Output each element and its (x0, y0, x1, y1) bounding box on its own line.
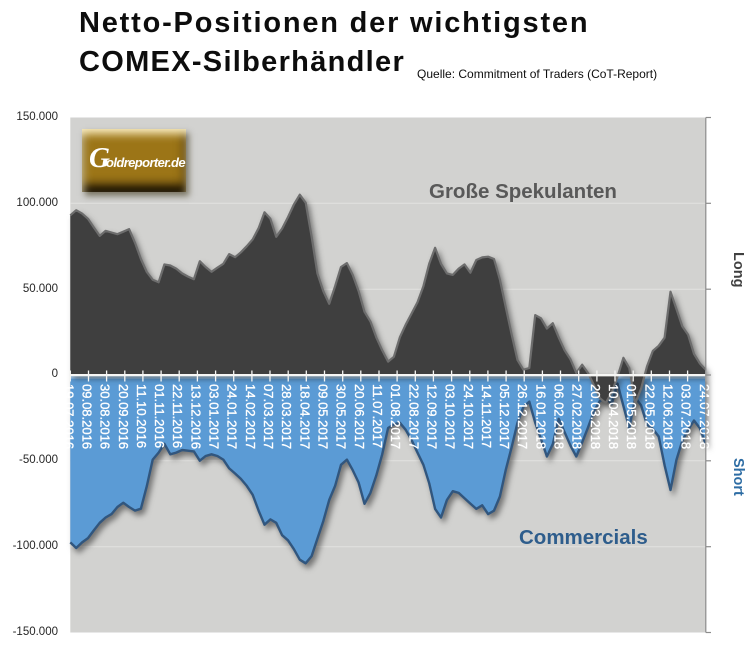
svg-text:14.11.2017: 14.11.2017 (479, 384, 494, 448)
svg-text:27.02.2018: 27.02.2018 (570, 384, 585, 449)
svg-text:24.01.2017: 24.01.2017 (225, 384, 240, 449)
svg-text:10.04.2018: 10.04.2018 (606, 384, 621, 449)
svg-text:20.06.2017: 20.06.2017 (352, 384, 367, 449)
svg-text:24.07.2018: 24.07.2018 (697, 384, 712, 449)
svg-text:22.08.2017: 22.08.2017 (406, 384, 421, 449)
svg-text:30.08.2016: 30.08.2016 (98, 384, 113, 449)
svg-text:11.07.2017: 11.07.2017 (370, 384, 385, 448)
svg-text:12.09.2017: 12.09.2017 (424, 384, 439, 449)
svg-text:28.03.2017: 28.03.2017 (279, 384, 294, 449)
svg-text:26.12.2017: 26.12.2017 (515, 384, 530, 449)
svg-text:06.02.2018: 06.02.2018 (552, 384, 567, 449)
svg-text:09.08.2016: 09.08.2016 (80, 384, 95, 449)
svg-text:01.08.2017: 01.08.2017 (388, 384, 403, 449)
svg-text:12.06.2018: 12.06.2018 (661, 384, 676, 449)
svg-text:13.12.2016: 13.12.2016 (188, 384, 203, 449)
svg-text:22.11.2016: 22.11.2016 (170, 384, 185, 448)
svg-text:30.05.2017: 30.05.2017 (334, 384, 349, 449)
svg-text:01.11.2016: 01.11.2016 (152, 384, 167, 448)
svg-text:05.12.2017: 05.12.2017 (497, 384, 512, 449)
svg-text:18.04.2017: 18.04.2017 (297, 384, 312, 449)
svg-text:03.01.2017: 03.01.2017 (207, 384, 222, 449)
svg-text:14.02.2017: 14.02.2017 (243, 384, 258, 449)
svg-text:03.07.2018: 03.07.2018 (679, 384, 694, 449)
svg-text:07.03.2017: 07.03.2017 (261, 384, 276, 449)
svg-text:09.05.2017: 09.05.2017 (316, 384, 331, 449)
svg-text:01.05.2018: 01.05.2018 (624, 384, 639, 449)
svg-text:24.10.2017: 24.10.2017 (461, 384, 476, 449)
svg-text:20.03.2018: 20.03.2018 (588, 384, 603, 449)
svg-text:03.10.2017: 03.10.2017 (443, 384, 458, 449)
svg-text:20.09.2016: 20.09.2016 (116, 384, 131, 449)
svg-text:19.07.2016: 19.07.2016 (61, 384, 76, 449)
svg-text:16.01.2018: 16.01.2018 (533, 384, 548, 449)
svg-text:22.05.2018: 22.05.2018 (642, 384, 657, 449)
svg-text:11.10.2016: 11.10.2016 (134, 384, 149, 448)
